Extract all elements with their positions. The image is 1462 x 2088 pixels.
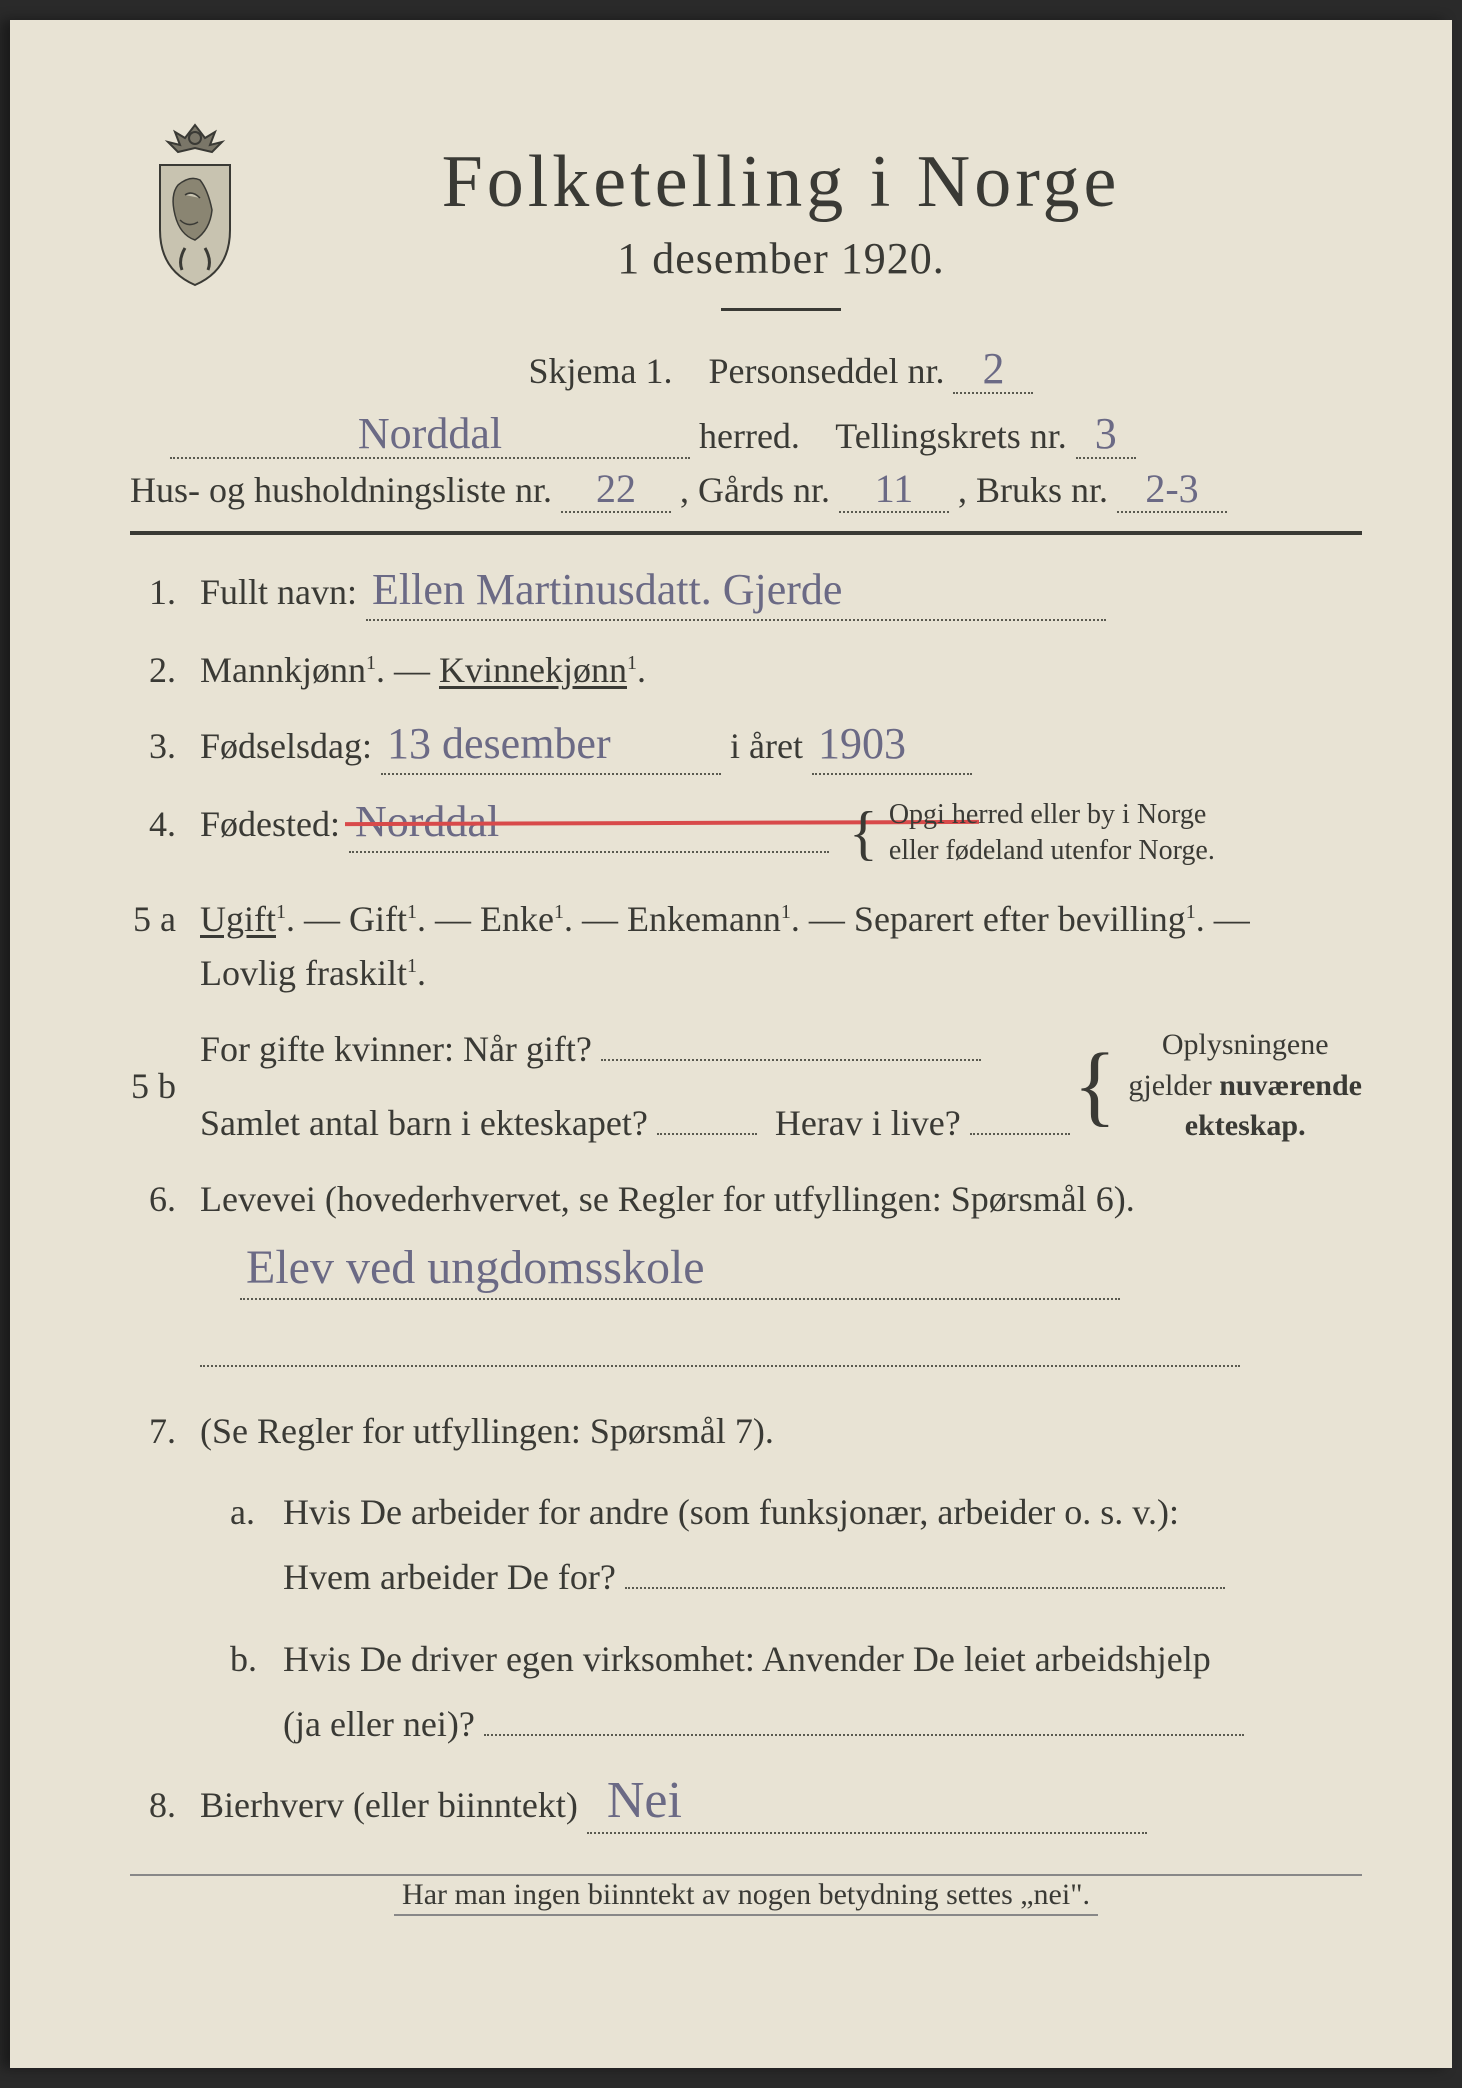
q3-label: Fødselsdag:: [200, 726, 372, 766]
q2-num: 2.: [130, 649, 200, 691]
q1-num: 1.: [130, 571, 200, 613]
q4-note-l2: eller fødeland utenfor Norge.: [889, 835, 1215, 866]
q4-num: 4.: [130, 803, 200, 845]
q8-label: Bierhverv (eller biinntekt): [200, 1785, 578, 1825]
q8-value: Nei: [607, 1775, 682, 1827]
q7a-label: a.: [230, 1480, 274, 1545]
q7b: b. Hvis De driver egen virksomhet: Anven…: [130, 1627, 1362, 1757]
bruks-nr: 2-3: [1145, 469, 1198, 509]
husliste-label: Hus- og husholdningsliste nr.: [130, 470, 552, 510]
q1-row: 1. Fullt navn: Ellen Martinusdatt. Gjerd…: [130, 565, 1362, 621]
q5a-separert: Separert efter bevilling: [854, 899, 1186, 939]
q6-label: Levevei (hovederhvervet, se Regler for u…: [200, 1179, 1135, 1219]
personseddel-label: Personseddel nr.: [709, 351, 945, 391]
q2-mann: Mannkjønn: [200, 650, 366, 690]
q3-year: 1903: [818, 722, 906, 766]
q5a-gift: Gift: [349, 899, 407, 939]
q1-label: Fullt navn:: [200, 572, 357, 612]
q3-row: 3. Fødselsdag: 13 desember i året 1903: [130, 719, 1362, 775]
header: Folketelling i Norge 1 desember 1920. Sk…: [130, 140, 1362, 402]
herred-line: Norddal herred. Tellingskrets nr. 3: [130, 412, 1362, 459]
q5b-brace-block: { Oplysningene gjelder nuværende ekteska…: [1073, 1025, 1362, 1147]
q6-row: 6. Levevei (hovederhvervet, se Regler fo…: [130, 1172, 1362, 1382]
q6-num: 6.: [130, 1178, 200, 1220]
q5b-brace-l1: Oplysningene: [1162, 1028, 1329, 1061]
q5b-l2a: Samlet antal barn i ekteskapet?: [200, 1103, 648, 1143]
q7b-l2: (ja eller nei)?: [283, 1704, 475, 1744]
tellingskrets-label: Tellingskrets nr.: [835, 416, 1066, 456]
gards-nr: 11: [875, 469, 914, 509]
q5a-row: 5 a Ugift1. — Gift1. — Enke1. — Enkemann…: [130, 892, 1362, 1000]
tellingskrets-nr: 3: [1095, 412, 1117, 456]
q2-kvinne: Kvinnekjønn: [439, 650, 627, 690]
q5b-row: 5 b For gifte kvinner: Når gift? Samlet …: [130, 1022, 1362, 1150]
q5b-num: 5 b: [130, 1065, 200, 1107]
coat-of-arms-icon: [130, 120, 260, 290]
q7a-l1: Hvis De arbeider for andre (som funksjon…: [283, 1492, 1179, 1532]
sup-1b: 1: [627, 652, 637, 674]
q7-num: 7.: [130, 1410, 200, 1452]
q5b-l2b: Herav i live?: [775, 1103, 961, 1143]
q2-sep: —: [394, 650, 439, 690]
q5b-brace-l2b: nuværende: [1219, 1069, 1362, 1102]
brace-icon: {: [849, 818, 878, 848]
q5a-fraskilt: Lovlig fraskilt: [200, 953, 407, 993]
q2-row: 2. Mannkjønn1. — Kvinnekjønn1.: [130, 643, 1362, 697]
footer-text: Har man ingen biinntekt av nogen betydni…: [394, 1876, 1098, 1916]
q4-note: { Opgi herred eller by i Norge eller fød…: [849, 797, 1215, 870]
q8-num: 8.: [130, 1784, 200, 1826]
q4-label: Fødested:: [200, 804, 340, 844]
personseddel-nr: 2: [982, 347, 1004, 391]
q4-note-l1: Opgi herred eller by i Norge: [889, 799, 1207, 830]
q4-value: Norddal: [355, 800, 499, 844]
q5b-brace-l2: gjelder: [1128, 1069, 1211, 1102]
q6-value: Elev ved ungdomsskole: [246, 1244, 705, 1292]
q5b-l1: For gifte kvinner: Når gift?: [200, 1029, 592, 1069]
herred-label: herred.: [699, 416, 800, 456]
sup-1: 1: [366, 652, 376, 674]
q5a-enke: Enke: [480, 899, 554, 939]
q3-day: 13 desember: [387, 722, 611, 766]
hus-line: Hus- og husholdningsliste nr. 22 , Gårds…: [130, 469, 1362, 513]
q7-label: (Se Regler for utfyllingen: Spørsmål 7).: [200, 1411, 774, 1451]
brace-icon: {: [1073, 1050, 1116, 1122]
main-title: Folketelling i Norge: [300, 140, 1262, 225]
q1-value: Ellen Martinusdatt. Gjerde: [372, 568, 842, 612]
date-line: 1 desember 1920.: [300, 233, 1262, 284]
q7-row: 7. (Se Regler for utfyllingen: Spørsmål …: [130, 1404, 1362, 1458]
q7b-l1: Hvis De driver egen virksomhet: Anvender…: [283, 1639, 1211, 1679]
q7a: a. Hvis De arbeider for andre (som funks…: [130, 1480, 1362, 1610]
husliste-nr: 22: [596, 469, 636, 509]
q3-num: 3.: [130, 725, 200, 767]
q8-row: 8. Bierhverv (eller biinntekt) Nei: [130, 1775, 1362, 1834]
q7b-label: b.: [230, 1627, 274, 1692]
title-block: Folketelling i Norge 1 desember 1920. Sk…: [300, 140, 1362, 402]
title-divider: [721, 308, 841, 311]
bruks-label: , Bruks nr.: [958, 470, 1108, 510]
gards-label: , Gårds nr.: [680, 470, 830, 510]
q4-row: 4. Fødested: Norddal { Opgi herred eller…: [130, 797, 1362, 870]
herred-value: Norddal: [358, 412, 502, 456]
q5a-num: 5 a: [130, 898, 200, 940]
q5b-brace-l3: ekteskap.: [1185, 1109, 1306, 1142]
q5a-ugift: Ugift: [200, 899, 276, 939]
footer-note: Har man ingen biinntekt av nogen betydni…: [130, 1874, 1362, 1916]
q7a-l2: Hvem arbeider De for?: [283, 1557, 616, 1597]
q5a-enkemann: Enkemann: [627, 899, 781, 939]
skjema-line: Skjema 1. Personseddel nr. 2: [300, 347, 1262, 394]
q3-iaret: i året: [730, 726, 803, 766]
census-form-page: Folketelling i Norge 1 desember 1920. Sk…: [10, 20, 1452, 2068]
skjema-label: Skjema 1.: [529, 351, 673, 391]
divider-thick: [130, 531, 1362, 535]
